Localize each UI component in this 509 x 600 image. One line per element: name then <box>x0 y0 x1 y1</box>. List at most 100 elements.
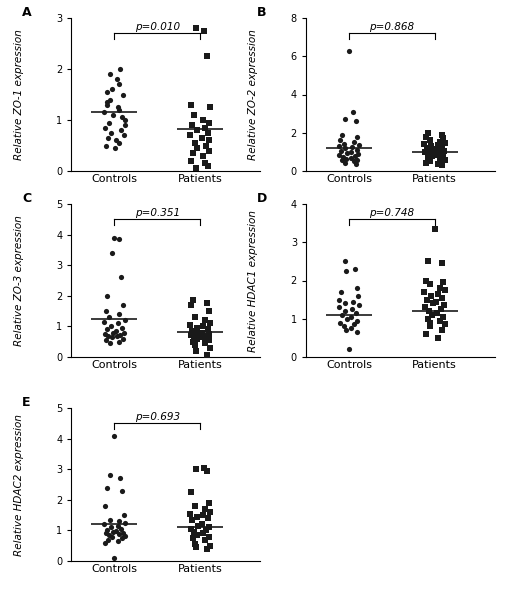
Point <box>204 306 212 316</box>
Point <box>347 323 355 333</box>
Point <box>437 259 445 268</box>
Point <box>428 145 436 155</box>
Point <box>101 538 109 547</box>
Point <box>424 306 432 316</box>
Point <box>204 136 212 145</box>
Point <box>335 295 343 304</box>
Point <box>421 275 429 285</box>
Point <box>440 155 448 165</box>
Point <box>192 125 201 135</box>
Point <box>206 507 214 517</box>
Point <box>185 320 193 329</box>
Text: Relative ZO-1 expression: Relative ZO-1 expression <box>14 29 23 160</box>
Point <box>198 529 206 538</box>
Text: E: E <box>22 396 31 409</box>
Point <box>423 314 431 323</box>
Point <box>118 533 126 543</box>
Point <box>102 325 110 334</box>
Point <box>205 329 213 339</box>
Point <box>199 151 207 160</box>
Text: D: D <box>257 192 267 205</box>
Point <box>111 526 120 536</box>
Point <box>203 544 211 554</box>
Point <box>206 541 214 551</box>
Point <box>201 535 209 544</box>
Point <box>352 145 360 155</box>
Point <box>437 142 445 152</box>
Point <box>350 264 358 274</box>
Point <box>433 140 441 150</box>
Point <box>105 313 113 322</box>
Point <box>420 147 429 157</box>
Point <box>350 151 358 160</box>
Point <box>188 326 196 336</box>
Text: Relative HDAC1 expression: Relative HDAC1 expression <box>248 209 258 352</box>
Point <box>433 289 441 299</box>
Point <box>114 319 122 328</box>
Point <box>432 308 440 318</box>
Text: Relative ZO-3 expression: Relative ZO-3 expression <box>14 215 23 346</box>
Point <box>193 334 201 343</box>
Point <box>107 85 116 94</box>
Text: p=0.351: p=0.351 <box>134 208 179 218</box>
Point <box>191 23 200 33</box>
Point <box>103 291 111 301</box>
Point <box>427 151 435 160</box>
Point <box>348 107 356 116</box>
Point <box>102 483 110 493</box>
Point <box>203 350 211 360</box>
Point <box>197 328 206 337</box>
Point <box>341 143 349 153</box>
Point <box>200 463 208 472</box>
Point <box>206 103 214 112</box>
Point <box>101 329 109 339</box>
Point <box>199 510 207 520</box>
Point <box>203 299 211 308</box>
Point <box>422 143 430 153</box>
Point <box>203 52 211 61</box>
Point <box>199 322 207 331</box>
Point <box>334 302 342 312</box>
Point <box>202 526 210 535</box>
Point <box>202 331 210 340</box>
Point <box>202 140 210 150</box>
Point <box>433 160 441 169</box>
Point <box>115 105 123 115</box>
Point <box>103 87 111 97</box>
Point <box>115 529 123 539</box>
Point <box>189 148 197 158</box>
Point <box>340 115 348 124</box>
Point <box>352 283 360 293</box>
Point <box>120 518 128 527</box>
Point <box>437 160 445 170</box>
Point <box>100 107 108 117</box>
Point <box>187 487 195 497</box>
Point <box>185 509 193 518</box>
Point <box>338 152 346 161</box>
Point <box>204 532 212 541</box>
Point <box>194 328 202 338</box>
Point <box>335 318 344 328</box>
Point <box>425 280 433 289</box>
Point <box>203 128 211 137</box>
Point <box>344 46 352 55</box>
Point <box>112 331 121 341</box>
Point <box>206 319 214 328</box>
Point <box>119 334 127 343</box>
Point <box>203 514 211 523</box>
Point <box>114 103 122 112</box>
Point <box>427 291 435 301</box>
Point <box>423 257 431 266</box>
Point <box>106 470 114 480</box>
Point <box>342 266 350 276</box>
Point <box>106 515 114 524</box>
Point <box>427 310 435 320</box>
Point <box>439 301 447 310</box>
Point <box>106 95 114 104</box>
Point <box>192 512 201 521</box>
Point <box>104 331 112 340</box>
Point <box>100 317 108 326</box>
Point <box>351 116 359 126</box>
Point <box>106 69 114 79</box>
Point <box>351 308 359 318</box>
